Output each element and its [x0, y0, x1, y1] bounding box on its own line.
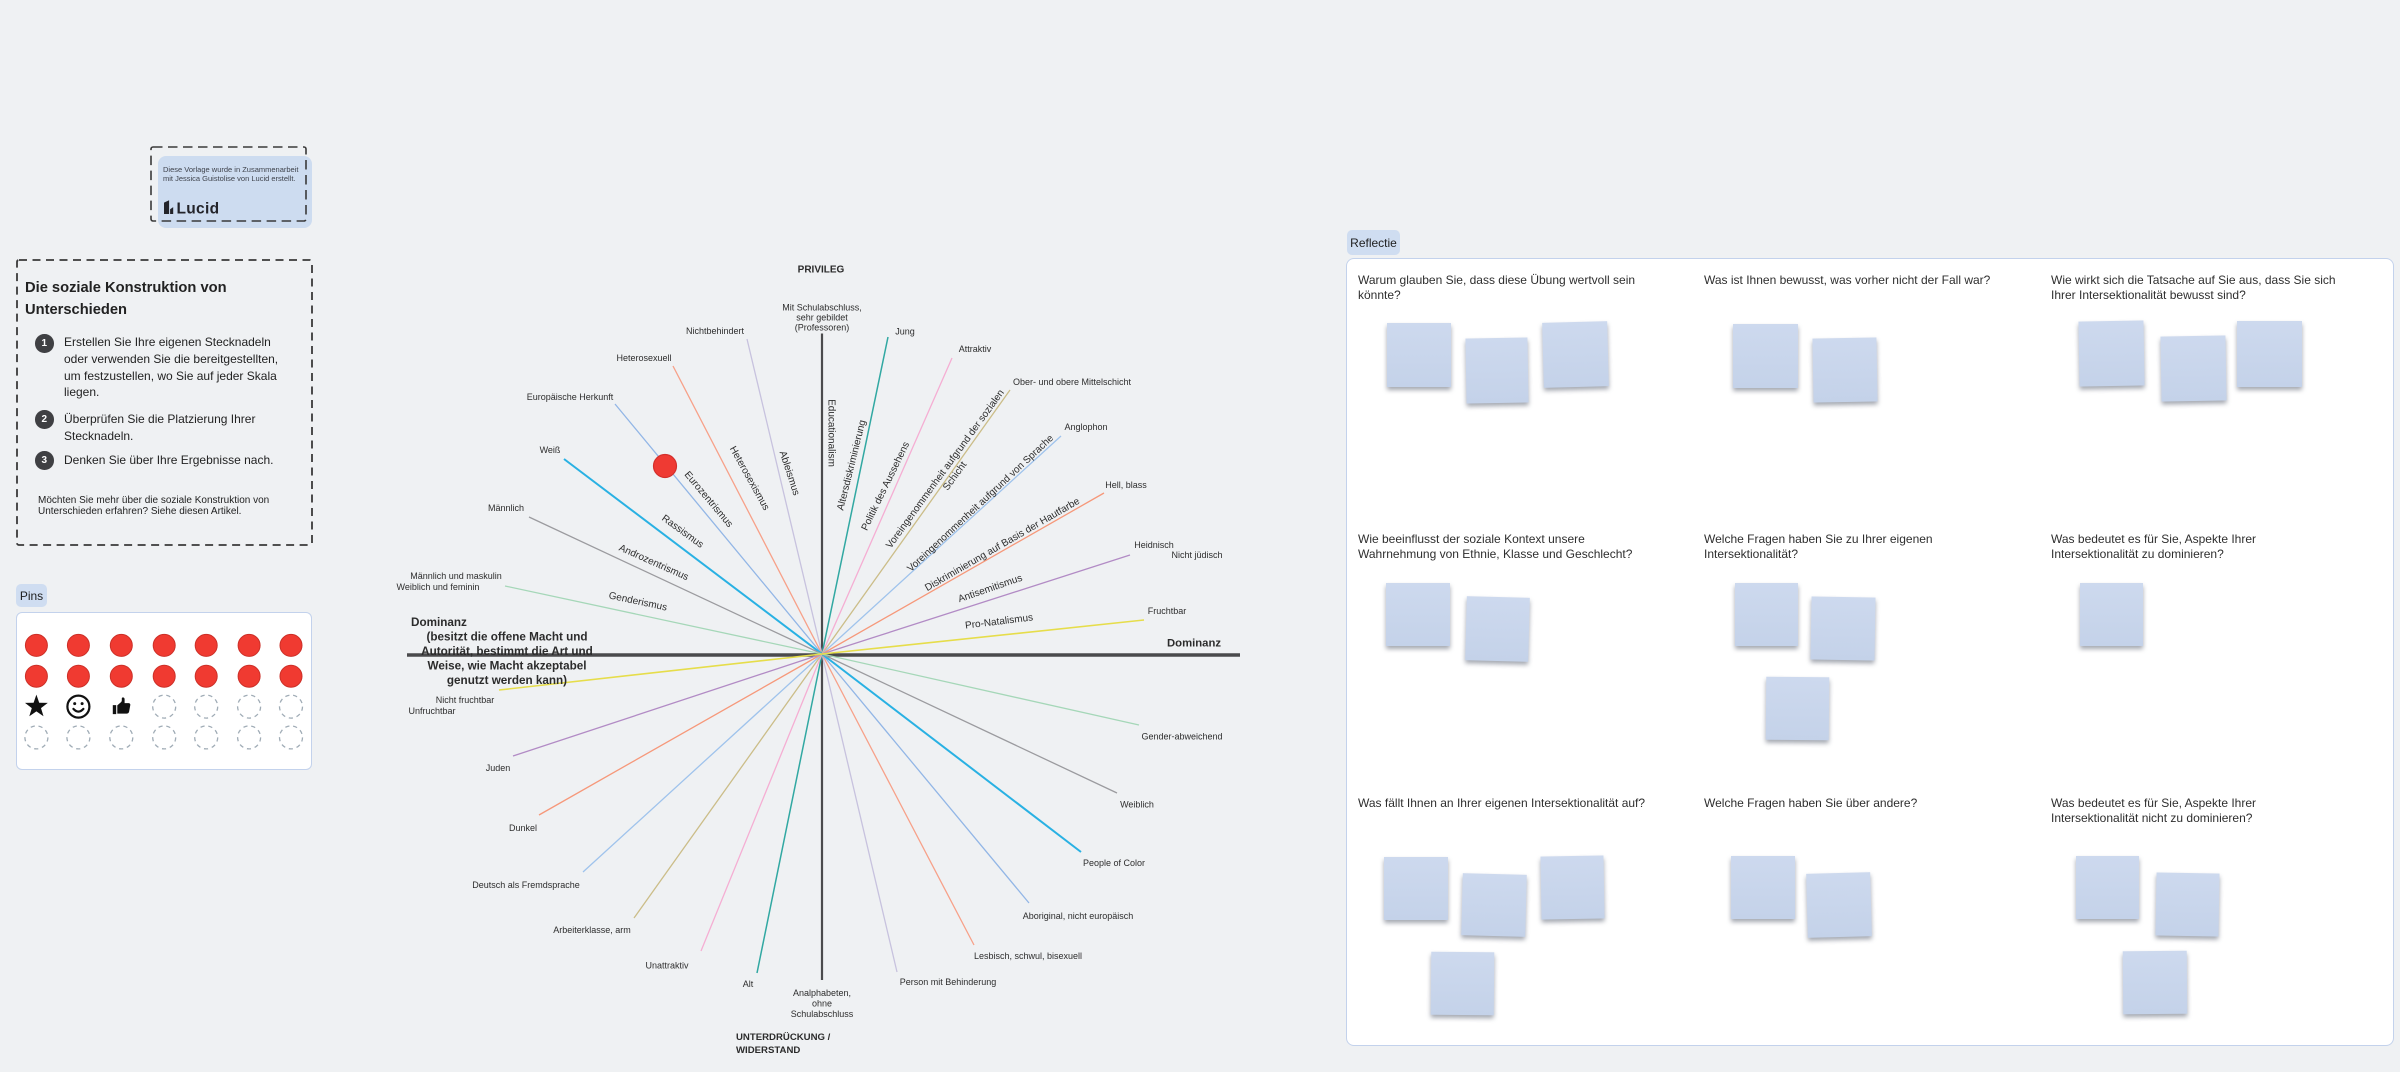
svg-text:Mit Schulabschluss,: Mit Schulabschluss,: [782, 303, 862, 313]
svg-text:Fruchtbar: Fruchtbar: [1148, 606, 1187, 616]
svg-text:Heterosexismus: Heterosexismus: [727, 444, 771, 512]
svg-text:Weiß: Weiß: [540, 445, 561, 455]
svg-text:Rassismus: Rassismus: [659, 513, 705, 551]
svg-text:Dominanz: Dominanz: [411, 616, 467, 629]
svg-text:UNTERDRÜCKUNG /: UNTERDRÜCKUNG /: [736, 1032, 831, 1043]
svg-text:Educationalism: Educationalism: [826, 399, 837, 467]
svg-text:People of Color: People of Color: [1083, 858, 1145, 868]
svg-text:Männlich: Männlich: [488, 503, 524, 513]
svg-text:ohne: ohne: [812, 999, 832, 1009]
svg-text:Lesbisch, schwul, bisexuell: Lesbisch, schwul, bisexuell: [974, 951, 1082, 961]
svg-text:Alt: Alt: [743, 979, 754, 989]
svg-text:PRIVILEG: PRIVILEG: [798, 265, 845, 276]
svg-text:Ableismus: Ableismus: [777, 450, 802, 497]
svg-text:Unfruchtbar: Unfruchtbar: [408, 706, 455, 716]
svg-text:Anglophon: Anglophon: [1064, 422, 1107, 432]
svg-text:Weiblich und feminin: Weiblich und feminin: [397, 582, 480, 592]
svg-text:Europäische Herkunft: Europäische Herkunft: [527, 392, 614, 402]
svg-text:Attraktiv: Attraktiv: [959, 344, 992, 354]
svg-text:Deutsch als Fremdsprache: Deutsch als Fremdsprache: [472, 880, 580, 890]
svg-text:Juden: Juden: [486, 763, 511, 773]
svg-text:Schulabschluss: Schulabschluss: [791, 1009, 854, 1019]
svg-text:Arbeiterklasse, arm: Arbeiterklasse, arm: [553, 925, 631, 935]
svg-text:Jung: Jung: [895, 327, 915, 337]
svg-text:(besitzt die offene Macht und: (besitzt die offene Macht und: [426, 631, 587, 644]
svg-text:Ober- und obere Mittelschicht: Ober- und obere Mittelschicht: [1013, 377, 1132, 387]
svg-text:Heidnisch: Heidnisch: [1134, 540, 1174, 550]
svg-text:Nicht jüdisch: Nicht jüdisch: [1171, 550, 1222, 560]
svg-text:Altersdiskriminierung: Altersdiskriminierung: [835, 419, 868, 512]
svg-text:Aboriginal, nicht europäisch: Aboriginal, nicht europäisch: [1023, 911, 1134, 921]
svg-text:Dominanz: Dominanz: [1167, 638, 1221, 650]
svg-text:WIDERSTAND: WIDERSTAND: [736, 1045, 800, 1056]
svg-text:Analphabeten,: Analphabeten,: [793, 988, 851, 998]
svg-text:Person mit Behinderung: Person mit Behinderung: [900, 977, 997, 987]
svg-text:Nichtbehindert: Nichtbehindert: [686, 326, 745, 336]
svg-text:Dunkel: Dunkel: [509, 823, 537, 833]
svg-text:Nicht fruchtbar: Nicht fruchtbar: [436, 695, 495, 705]
svg-text:Lucid: Lucid: [177, 201, 220, 215]
svg-text:Heterosexuell: Heterosexuell: [616, 353, 671, 363]
svg-text:genutzt werden kann): genutzt werden kann): [447, 674, 567, 687]
svg-text:Gender-abweichend: Gender-abweichend: [1141, 731, 1222, 741]
svg-text:sehr gebildet: sehr gebildet: [796, 313, 848, 323]
svg-text:Hell, blass: Hell, blass: [1105, 480, 1147, 490]
svg-text:(Professoren): (Professoren): [795, 323, 850, 333]
svg-text:Autorität, bestimmt die Art un: Autorität, bestimmt die Art und: [421, 645, 593, 658]
svg-text:Weise, wie Macht akzeptabel: Weise, wie Macht akzeptabel: [428, 660, 587, 673]
svg-text:Unattraktiv: Unattraktiv: [645, 961, 689, 971]
svg-text:Männlich und maskulin: Männlich und maskulin: [410, 571, 502, 581]
svg-text:Weiblich: Weiblich: [1120, 799, 1154, 809]
svg-text:Eurozentrismus: Eurozentrismus: [682, 469, 735, 529]
svg-text:Pro-Natalismus: Pro-Natalismus: [965, 612, 1034, 631]
